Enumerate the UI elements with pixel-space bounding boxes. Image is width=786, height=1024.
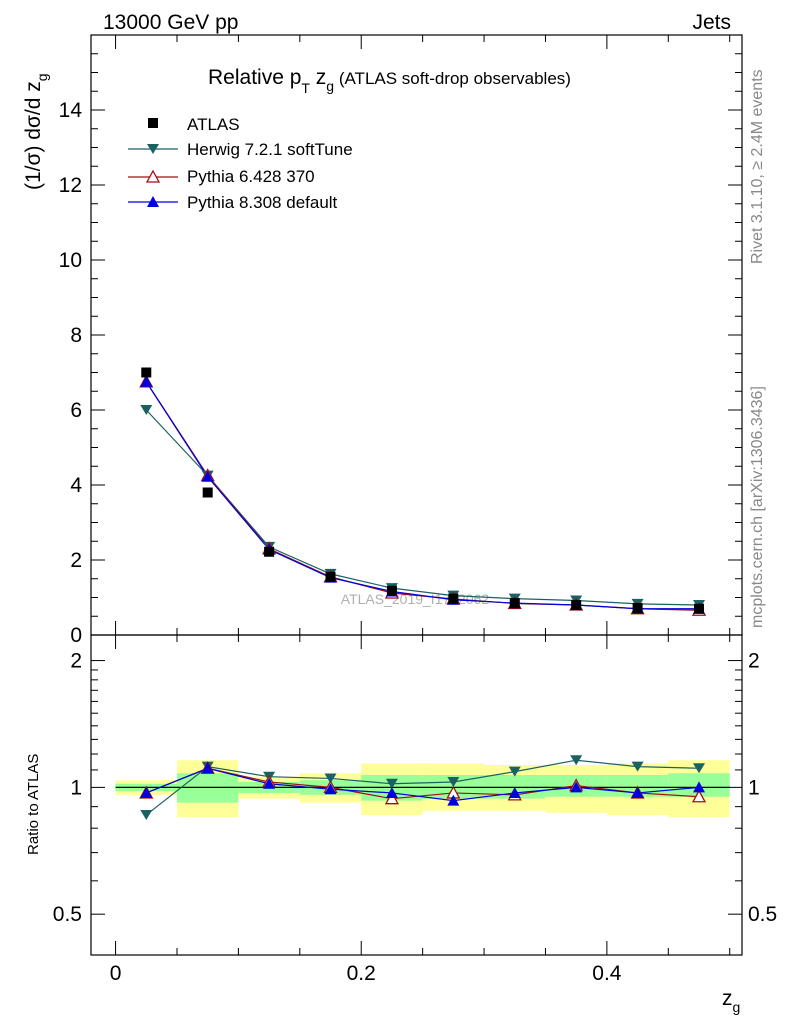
ratio-point-pythia8 (508, 786, 521, 798)
ratio-y-tick-label-left: 1 (70, 776, 82, 799)
legend-item-pythia8: Pythia 8.308 default (128, 193, 338, 212)
process-label: Jets (692, 11, 731, 34)
data-point-atlas (632, 603, 643, 613)
ratio-point-herwig (508, 766, 521, 777)
ratio-y-axis-label: Ratio to ATLAS (25, 754, 42, 855)
main-y-tick-label: 14 (59, 99, 83, 122)
x-tick-label: 0.2 (347, 962, 376, 985)
data-point-atlas (571, 600, 582, 610)
ratio-point-pythia8 (570, 781, 583, 793)
ratio-point-herwig (324, 773, 337, 784)
data-point-herwig (140, 405, 153, 415)
ratio-point-pythia8 (324, 783, 337, 795)
main-ticks-layer: 0 2 4 6 8 10 12 14 (59, 35, 742, 647)
x-axis-label: zg (722, 987, 740, 1015)
main-y-axis-label: (1/σ) dσ/d zg (22, 73, 50, 190)
ratio-line-herwig (145, 759, 700, 816)
main-y-tick-label: 12 (59, 174, 82, 197)
x-tick-label: 0 (110, 962, 122, 985)
main-y-tick-label: 4 (70, 474, 82, 497)
legend-item-pythia6: Pythia 6.428 370 (128, 167, 315, 186)
ratio-y-tick-label-left: 0.5 (53, 903, 82, 926)
ratio-point-pythia8 (693, 781, 706, 793)
legend-label-atlas: ATLAS (187, 115, 240, 134)
legend-item-herwig: Herwig 7.2.1 softTune (128, 140, 353, 159)
ratio-point-pythia8 (631, 786, 644, 798)
main-data-layer (139, 367, 707, 616)
ratio-point-herwig (631, 761, 644, 772)
x-tick-label: 0.4 (592, 962, 622, 985)
main-y-tick-label: 8 (70, 324, 82, 347)
legend-item-atlas: ATLAS (148, 115, 240, 134)
ratio-point-herwig (693, 763, 706, 774)
rivet-version-label: Rivet 3.1.10, ≥ 2.4M events (749, 69, 766, 264)
legend-marker-herwig (147, 144, 159, 154)
ratio-panel: 0.5 0.5 1 1 2 2 0 0.2 0.4 Ratio to ATLAS zg (25, 634, 777, 1015)
ratio-data-layer (139, 755, 707, 820)
data-point-pythia8 (201, 470, 214, 482)
data-point-atlas (141, 367, 152, 378)
series-line-herwig (145, 409, 700, 606)
series-line-pythia8 (145, 381, 700, 610)
main-y-tick-label: 10 (59, 249, 82, 272)
data-point-atlas (386, 585, 397, 596)
ratio-point-pythia8 (140, 786, 153, 798)
series-line-pythia6 (145, 381, 700, 611)
ratio-line-pythia6 (146, 767, 700, 800)
legend-marker-pythia6 (145, 169, 161, 183)
legend-marker-atlas (148, 118, 158, 128)
main-title: Relative pT zg (ATLAS soft-drop observab… (208, 66, 571, 96)
ratio-point-herwig (385, 778, 398, 789)
ratio-point-pythia8 (447, 794, 460, 806)
legend-label-pythia8: Pythia 8.308 default (187, 193, 338, 212)
ratio-point-pythia6 (691, 789, 707, 803)
ratio-point-pythia8 (263, 777, 276, 789)
ratio-ticks-layer: 0.5 0.5 1 1 2 2 0 0.2 0.4 (53, 635, 777, 985)
ratio-point-herwig (447, 776, 460, 787)
ratio-frame (90, 634, 743, 956)
data-point-atlas (202, 487, 213, 498)
main-y-tick-label: 2 (70, 549, 82, 572)
legend-label-herwig: Herwig 7.2.1 softTune (187, 140, 353, 159)
ratio-line-pythia8 (146, 767, 700, 802)
data-point-atlas (509, 598, 520, 609)
legend-marker-pythia8 (147, 196, 159, 207)
data-point-atlas (694, 603, 705, 614)
main-y-tick-label: 6 (70, 399, 82, 422)
main-y-tick-label: 0 (70, 624, 82, 647)
ratio-point-herwig (140, 809, 153, 820)
data-point-atlas (448, 593, 459, 604)
ratio-y-tick-label-right: 0.5 (748, 903, 777, 926)
ratio-y-tick-label-left: 2 (70, 650, 82, 673)
legend-label-pythia6: Pythia 6.428 370 (187, 167, 315, 186)
ratio-point-pythia6 (384, 791, 400, 805)
analysis-watermark: ATLAS_2019_I1772062 (341, 591, 490, 607)
main-panel: 0 2 4 6 8 10 12 14 ATLAS_2019_I1772062 Relative… (22, 34, 743, 647)
legend: ATLAS Herwig 7.2.1 softTune Pythia 6.428… (128, 115, 353, 212)
data-point-atlas (264, 546, 275, 557)
data-point-pythia8 (140, 375, 153, 387)
ratio-y-tick-label-right: 1 (748, 776, 760, 799)
ratio-y-tick-label-right: 2 (748, 650, 760, 673)
energy-label: 13000 GeV pp (103, 11, 238, 34)
ratio-point-pythia8 (201, 762, 214, 774)
ratio-point-herwig (570, 755, 583, 766)
mcplots-source-label: mcplots.cern.ch [arXiv:1306.3436] (749, 386, 766, 628)
data-point-atlas (325, 571, 336, 582)
ratio-point-pythia8 (385, 786, 398, 798)
